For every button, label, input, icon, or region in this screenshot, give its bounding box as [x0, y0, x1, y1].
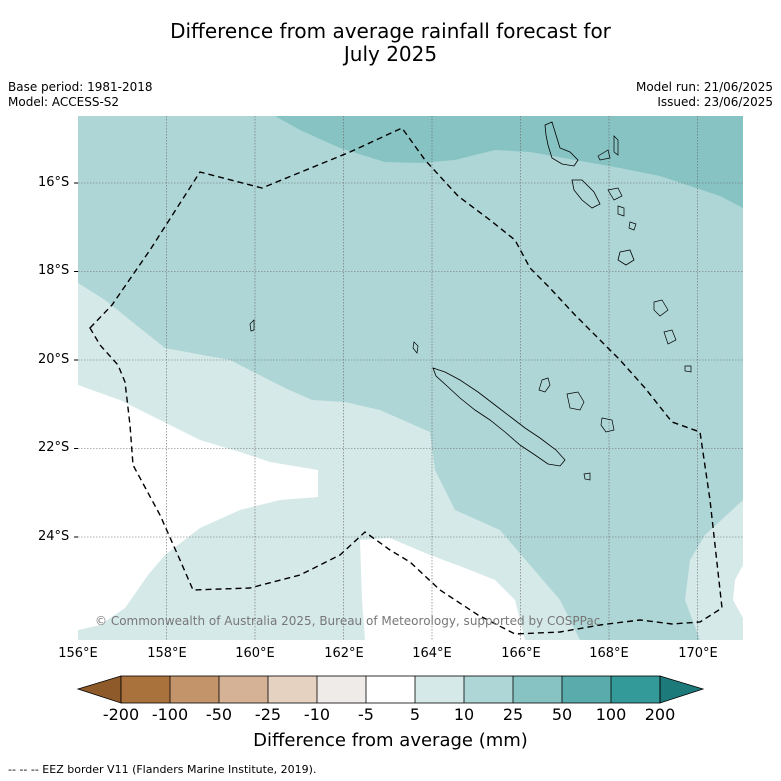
colorbar-swatch: [121, 676, 170, 703]
colorbar-swatch: [611, 676, 660, 703]
vanuatu-erromango: [653, 299, 669, 317]
colorbar-tick: 5: [409, 705, 421, 724]
vanuatu-aneityum: [684, 365, 692, 373]
colorbar-tick: 25: [502, 705, 524, 724]
issued-date: Issued: 23/06/2025: [657, 95, 773, 109]
lat-label-18s: 18°S: [38, 263, 70, 278]
colorbar-tick: -25: [254, 705, 282, 724]
colorbar-tick: -5: [358, 705, 374, 724]
lat-label-24s: 24°S: [38, 529, 70, 544]
colorbar-tick: 200: [644, 705, 676, 724]
colorbar-tick: -200: [102, 705, 140, 724]
neutral-region-south: [360, 538, 525, 640]
colorbar-tick: -50: [205, 705, 233, 724]
colorbar-swatch: [366, 676, 415, 703]
vanuatu-tanna: [663, 329, 677, 345]
vanuatu-island: [607, 187, 623, 201]
colorbar-extend-high: [659, 675, 705, 704]
title-line-2: July 2025: [343, 42, 438, 66]
class-5-10-region-east: [685, 500, 743, 640]
colorbar-extend-low: [76, 675, 122, 704]
title-line-1: Difference from average rainfall forecas…: [170, 19, 611, 43]
eez-footnote: -- -- -- EEZ border V11 (Flanders Marine…: [8, 763, 317, 776]
colorbar-swatch: [170, 676, 219, 703]
colorbar-swatch: [464, 676, 513, 703]
graticule: [78, 116, 743, 640]
map-fill: [78, 116, 743, 640]
vanuatu-espiritu-santo: [544, 121, 579, 167]
vanuatu-malakula: [571, 179, 601, 209]
neutral-region-east: [733, 565, 743, 618]
lon-label-160e: 160°E: [235, 646, 275, 661]
colorbar-swatch: [513, 676, 562, 703]
colorbar-tick: 100: [595, 705, 627, 724]
colorbar-swatch: [219, 676, 268, 703]
colorbar-tick: 10: [453, 705, 475, 724]
chart-title: Difference from average rainfall forecas…: [0, 20, 781, 66]
island-outline: [583, 472, 591, 481]
lat-label-20s: 20°S: [38, 352, 70, 367]
colorbar-tick: -10: [303, 705, 331, 724]
lon-label-156e: 156°E: [58, 646, 98, 661]
class-5-10-region: [78, 283, 580, 640]
class-25-50-region: [275, 116, 743, 208]
vanuatu-island: [628, 221, 637, 231]
base-period: Base period: 1981-2018: [8, 80, 153, 94]
loyalty-island: [538, 377, 551, 393]
colorbar-title: Difference from average (mm): [253, 730, 528, 751]
copyright-notice: © Commonwealth of Australia 2025, Bureau…: [95, 614, 601, 628]
loyalty-island: [566, 391, 585, 411]
model-name: Model: ACCESS-S2: [8, 95, 120, 109]
colorbar-swatch: [415, 676, 464, 703]
loyalty-island: [600, 417, 615, 433]
lon-label-166e: 166°E: [501, 646, 541, 661]
vanuatu-island: [617, 205, 625, 217]
lon-label-164e: 164°E: [412, 646, 452, 661]
lon-label-158e: 158°E: [147, 646, 187, 661]
colorbar-swatch: [562, 676, 611, 703]
eez-border-line: [89, 127, 723, 635]
colorbar-tick: -100: [151, 705, 189, 724]
meta-left: Base period: 1981-2018 Model: ACCESS-S2: [8, 80, 153, 110]
vanuatu-island: [613, 135, 619, 156]
new-caledonia-island: [432, 367, 566, 467]
lat-label-16s: 16°S: [38, 175, 70, 190]
colorbar-tick: 50: [551, 705, 573, 724]
colorbar: [76, 675, 705, 704]
lat-label-22s: 22°S: [38, 440, 70, 455]
vanuatu-island: [597, 149, 611, 161]
neutral-region-west: [78, 385, 318, 630]
model-run: Model run: 21/06/2025: [635, 80, 773, 94]
axis-ticks: [74, 182, 78, 538]
lon-label-162e: 162°E: [324, 646, 364, 661]
vanuatu-efate: [617, 249, 635, 266]
colorbar-swatch: [317, 676, 366, 703]
meta-right: Model run: 21/06/2025 Issued: 23/06/2025: [636, 80, 773, 110]
island-outline: [412, 341, 419, 354]
lon-label-168e: 168°E: [589, 646, 629, 661]
island-outline: [249, 319, 255, 332]
colorbar-swatch: [268, 676, 317, 703]
lon-label-170e: 170°E: [678, 646, 718, 661]
